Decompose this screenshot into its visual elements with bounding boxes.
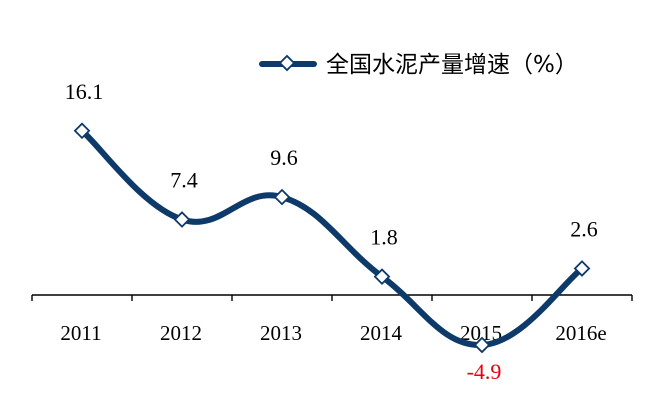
data-point-marker — [573, 260, 591, 277]
series-line — [79, 127, 585, 348]
legend-marker-swatch — [278, 54, 296, 72]
legend: 全国水泥产量增速（%） — [259, 52, 578, 78]
data-label: -4.9 — [467, 359, 502, 384]
x-tick-label: 2014 — [360, 321, 403, 345]
x-tick-label: 2011 — [60, 321, 101, 345]
data-label: 9.6 — [270, 145, 298, 170]
x-axis: 2011 2012 2013 2014 2015 2016e — [31, 294, 633, 345]
data-point-marker — [473, 336, 491, 354]
data-point-marker — [373, 268, 391, 285]
data-label: 1.8 — [370, 225, 398, 250]
x-tick-label: 2013 — [260, 321, 302, 345]
data-label: 7.4 — [170, 168, 198, 193]
series — [73, 122, 591, 354]
data-point-marker — [73, 122, 91, 140]
x-tick-label: 2012 — [160, 321, 202, 345]
data-point-marker — [173, 211, 191, 228]
data-label: 16.1 — [65, 79, 104, 104]
data-point-marker — [273, 188, 291, 206]
legend-label: 全国水泥产量增速（%） — [326, 52, 578, 78]
labels: 16.1 7.4 9.6 1.8 -4.9 2.6 — [65, 79, 598, 384]
data-label: 2.6 — [570, 216, 598, 241]
x-tick-label: 2016e — [555, 321, 606, 345]
